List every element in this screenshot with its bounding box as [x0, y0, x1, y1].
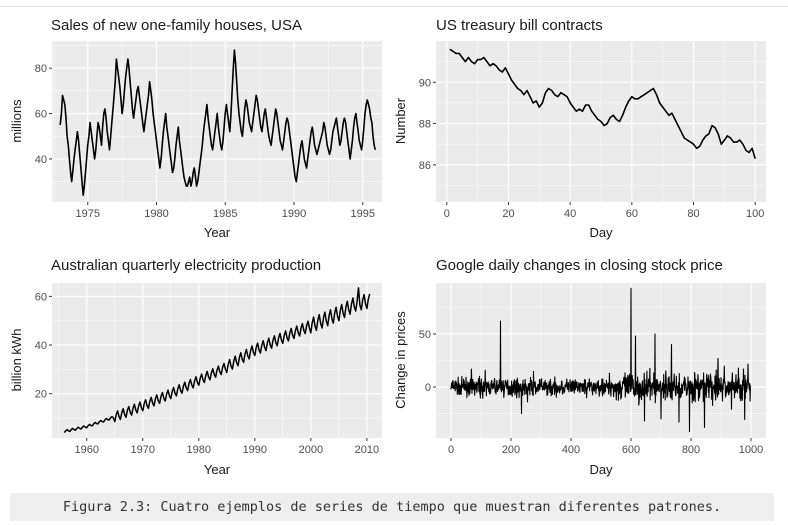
x-tick-labels: 0 20 40 60 80 100 [444, 202, 764, 220]
y-tick-labels: 86 88 90 [419, 77, 436, 172]
series-line [59, 49, 377, 196]
x-tick-label: 1985 [213, 208, 237, 220]
series-line [449, 48, 756, 159]
x-axis-title: Year [204, 225, 231, 240]
x-tick-label: 600 [622, 444, 640, 456]
y-tick-label: 90 [419, 77, 431, 89]
y-tick-label: 60 [35, 291, 47, 303]
panel-google: Google daily changes in closing stock pr… [393, 257, 766, 477]
x-tick-labels: 0 200 400 600 800 1000 [448, 438, 763, 456]
x-tick-label: 40 [564, 208, 576, 220]
x-tick-label: 100 [746, 208, 764, 220]
x-tick-label: 20 [502, 208, 514, 220]
panel-title: US treasury bill contracts [436, 17, 603, 34]
x-tick-label: 1990 [282, 208, 306, 220]
plot-background [52, 283, 382, 438]
y-tick-labels: 20 40 60 [35, 291, 52, 401]
y-tick-label: 40 [35, 154, 47, 166]
x-tick-label: 1975 [76, 208, 100, 220]
x-tick-label: 0 [444, 208, 450, 220]
x-tick-label: 80 [687, 208, 699, 220]
x-tick-label: 1000 [739, 444, 763, 456]
x-tick-label: 1980 [187, 444, 211, 456]
y-tick-label: 80 [35, 63, 47, 75]
y-axis-title: billion kWh [9, 329, 24, 392]
y-tick-label: 86 [419, 160, 431, 172]
x-axis-title: Day [589, 225, 613, 240]
y-tick-label: 0 [425, 382, 431, 394]
caption-text: Figura 2.3: Cuatro ejemplos de series de… [62, 499, 722, 515]
panel-title: Sales of new one-family houses, USA [51, 17, 302, 34]
y-tick-label: 50 [419, 329, 431, 341]
y-tick-labels: 40 60 80 [35, 63, 52, 166]
x-tick-label: 2010 [355, 444, 379, 456]
x-tick-label: 1980 [144, 208, 168, 220]
y-tick-label: 20 [35, 389, 47, 401]
x-tick-label: 1960 [74, 444, 98, 456]
x-tick-labels: 1975 1980 1985 1990 1995 [76, 202, 375, 220]
series-line [450, 287, 752, 433]
figure-canvas: Sales of new one-family houses, USA 1975… [9, 17, 766, 477]
grid-lines [436, 41, 766, 202]
x-tick-label: 60 [626, 208, 638, 220]
y-tick-label: 40 [35, 340, 47, 352]
figure-caption: Figura 2.3: Cuatro ejemplos de series de… [10, 493, 774, 521]
y-tick-label: 60 [35, 109, 47, 121]
grid-lines [52, 41, 382, 202]
panel-treasury: US treasury bill contracts 0 20 40 60 80 100 … [393, 17, 766, 240]
panel-sales: Sales of new one-family houses, USA 1975… [9, 17, 382, 240]
x-tick-label: 1990 [243, 444, 267, 456]
x-tick-label: 1970 [131, 444, 155, 456]
panel-electricity: Australian quarterly electricity product… [9, 257, 382, 477]
y-tick-label: 88 [419, 119, 431, 131]
y-axis-title: Number [393, 97, 408, 144]
y-axis-title: Change in prices [393, 311, 408, 409]
x-tick-label: 1995 [351, 208, 375, 220]
x-tick-labels: 1960 1970 1980 1990 2000 2010 [74, 438, 379, 456]
x-tick-label: 0 [448, 444, 454, 456]
top-divider [0, 6, 788, 7]
x-tick-label: 200 [502, 444, 520, 456]
x-tick-label: 400 [562, 444, 580, 456]
y-tick-labels: 0 50 [419, 329, 436, 394]
panel-title: Australian quarterly electricity product… [51, 257, 321, 274]
panel-title: Google daily changes in closing stock pr… [436, 257, 723, 274]
x-axis-title: Day [589, 462, 613, 477]
series-line [63, 287, 371, 434]
x-tick-label: 800 [682, 444, 700, 456]
x-axis-title: Year [204, 462, 231, 477]
y-axis-title: millions [9, 99, 24, 143]
x-tick-label: 2000 [299, 444, 323, 456]
